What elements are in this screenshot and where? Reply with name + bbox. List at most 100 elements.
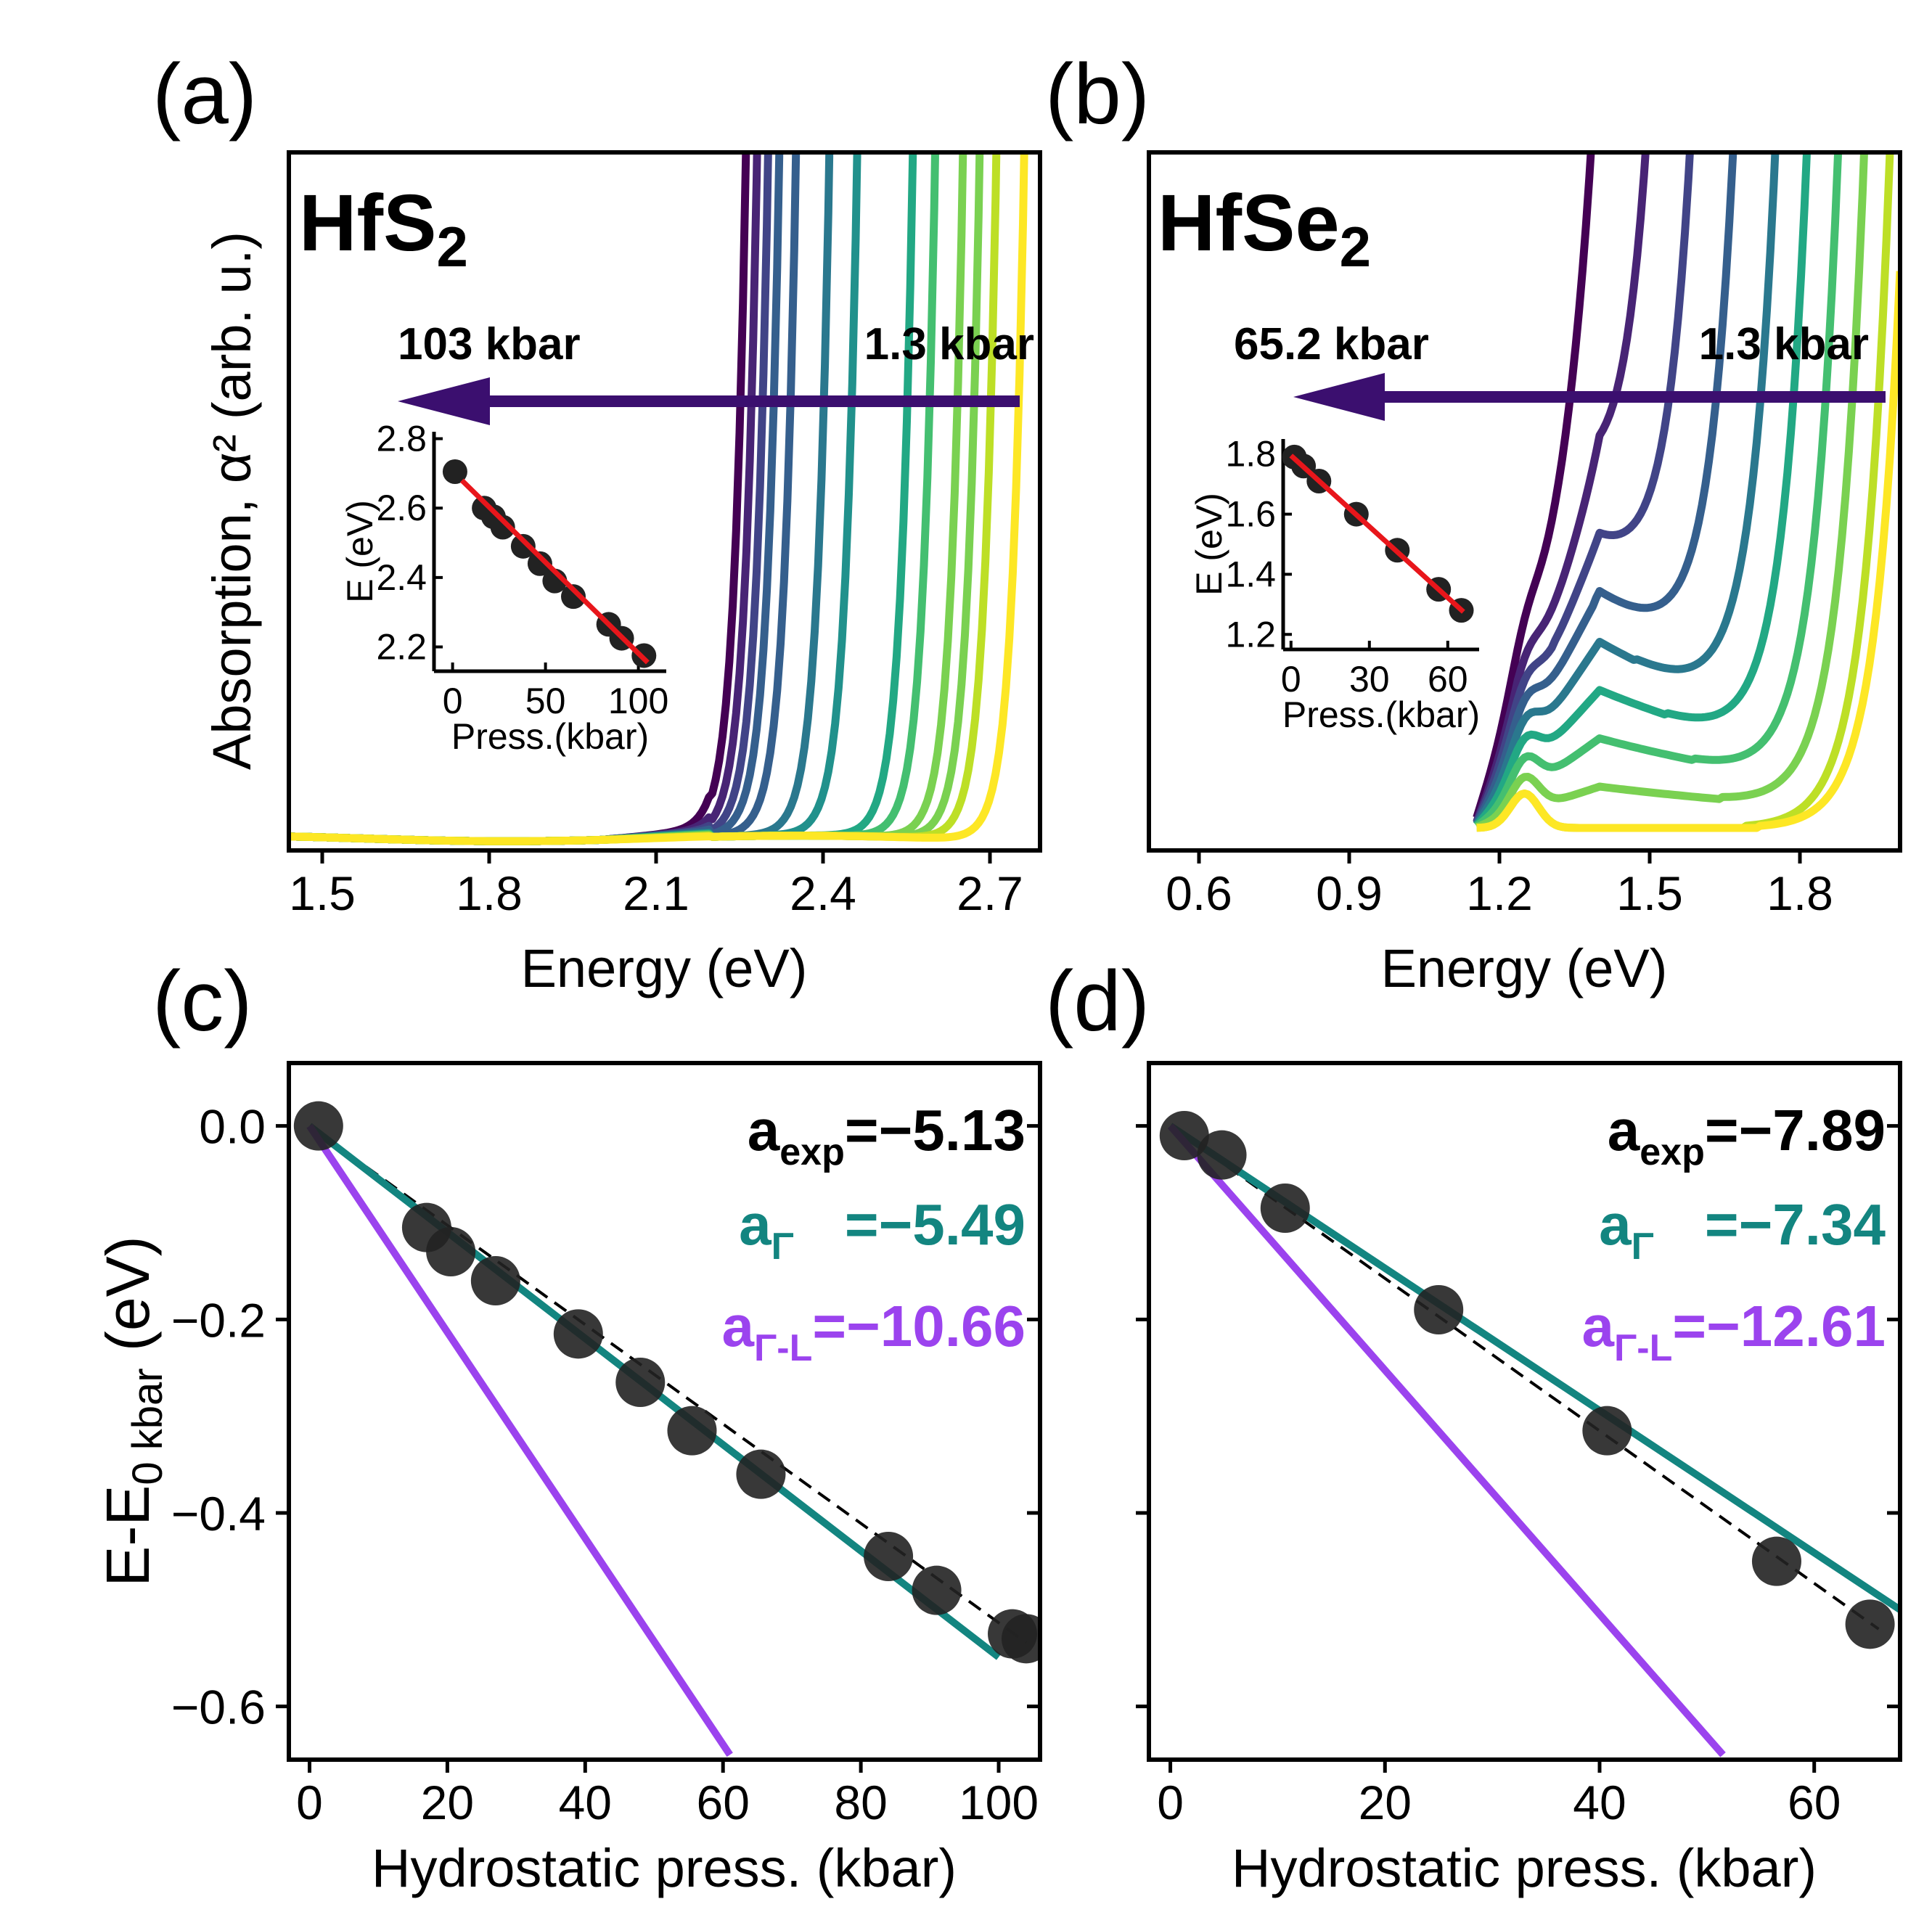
slope-symbol-c: a xyxy=(748,1098,780,1162)
x-tick-label-b: 1.2 xyxy=(1466,866,1533,920)
panel-a: (a) 1.5 1.8 2.1 2.4 2.7 Energy (eV) Absorpti… xyxy=(152,46,1042,998)
panel-label-a: (a) xyxy=(152,46,257,142)
data-point-d xyxy=(1845,1599,1895,1649)
plot-frame-a xyxy=(287,150,1042,853)
material-name-b: HfSe xyxy=(1158,179,1340,268)
inset-fit-line-b xyxy=(1289,454,1465,614)
axis-ticks-d: 0 20 40 60 xyxy=(1136,1124,1900,1829)
x-tick-label-d: 20 xyxy=(1359,1776,1412,1829)
y-axis-label-tail-c: (eV) xyxy=(94,1236,162,1368)
slope-annotation-d: aΓ =−7.34 xyxy=(1599,1192,1886,1268)
data-point-c xyxy=(1002,1614,1040,1664)
x-tick-label-c: 40 xyxy=(559,1776,612,1829)
data-point-c xyxy=(667,1406,717,1456)
inset-y-tick-label-b: 1.8 xyxy=(1225,434,1276,475)
absorption-curve-b xyxy=(1475,271,1900,832)
data-point-c xyxy=(912,1565,962,1615)
x-axis-label-b: Energy (eV) xyxy=(1381,938,1668,998)
x-axis-label-c: Hydrostatic press. (kbar) xyxy=(372,1838,957,1898)
absorption-curve-b xyxy=(1475,152,1868,831)
y-tick-label-c: −0.4 xyxy=(171,1487,266,1541)
arrow-end-label-b: 65.2 kbar xyxy=(1234,319,1429,369)
data-point-c xyxy=(736,1449,786,1499)
slope-subscript-d: Γ xyxy=(1632,1226,1654,1268)
inset-fit-line-a xyxy=(459,478,650,665)
slope-value-d: =−12.61 xyxy=(1672,1294,1886,1358)
inset-y-tick-label-a: 2.8 xyxy=(376,419,427,459)
data-point-d xyxy=(1751,1536,1801,1586)
absorption-curve-b xyxy=(1475,152,1894,832)
slope-value-c: =−10.66 xyxy=(812,1294,1026,1358)
data-point-d xyxy=(1197,1130,1247,1180)
slope-symbol-d: a xyxy=(1599,1192,1632,1257)
pressure-arrowhead-a xyxy=(398,377,490,425)
absorption-curve-b xyxy=(1473,152,1780,827)
absorption-curve-b xyxy=(1473,152,1595,819)
x-axis-ticks-b: 0.6 0.9 1.2 1.5 1.8 xyxy=(1166,850,1833,920)
data-point-d xyxy=(1582,1406,1632,1456)
data-point-c xyxy=(426,1227,476,1276)
absorption-curve-b xyxy=(1473,152,1694,824)
inset-x-label-b: Press.(kbar) xyxy=(1282,694,1480,735)
x-tick-label-a: 2.4 xyxy=(790,866,856,920)
inset-x-label-a: Press.(kbar) xyxy=(451,716,649,757)
y-axis-label-sub-c: 0 kbar xyxy=(124,1368,171,1485)
absorption-curve-b xyxy=(1473,152,1650,824)
absorption-curve-b xyxy=(1473,152,1812,829)
data-point-d xyxy=(1159,1111,1209,1160)
material-label-a: HfS2 xyxy=(299,179,468,279)
x-axis-ticks-a: 1.5 1.8 2.1 2.4 2.7 xyxy=(289,850,1023,920)
y-tick-label-c: −0.6 xyxy=(171,1681,266,1734)
absorption-curve-b xyxy=(1473,152,1737,826)
slope-annotation-c: aΓ-L=−10.66 xyxy=(722,1294,1026,1369)
slope-value-d: =−7.34 xyxy=(1705,1192,1886,1257)
panel-label-c: (c) xyxy=(152,953,253,1049)
slope-subscript-c: exp xyxy=(779,1131,845,1173)
data-point-c xyxy=(293,1101,343,1151)
material-subscript-b: 2 xyxy=(1340,215,1371,279)
y-axis-label-c: E-E0 kbar (eV) xyxy=(94,1236,171,1586)
absorption-curves-a xyxy=(289,152,1028,845)
inset-y-label-b: E (eV) xyxy=(1189,493,1229,596)
inset-data-point-a xyxy=(490,514,515,540)
y-tick-label-c: −0.2 xyxy=(171,1293,266,1347)
arrow-end-label-a: 103 kbar xyxy=(398,319,581,369)
x-tick-label-c: 80 xyxy=(834,1776,887,1829)
x-tick-label-c: 60 xyxy=(697,1776,750,1829)
arrow-start-label-a: 1.3 kbar xyxy=(864,319,1034,369)
data-point-c xyxy=(615,1358,666,1407)
inset-y-label-a: E (eV) xyxy=(340,500,380,603)
inset-data-point-a xyxy=(527,551,552,576)
plot-frame-d xyxy=(1147,1061,1902,1762)
inset-data-point-a xyxy=(442,459,467,484)
slope-annotation-c: aexp=−5.13 xyxy=(748,1098,1026,1173)
inset-y-tick-label-b: 1.2 xyxy=(1225,614,1276,655)
fit-line-d xyxy=(1167,1123,1726,1757)
inset-x-tick-label-a: 0 xyxy=(443,681,463,721)
x-tick-label-a: 1.5 xyxy=(289,866,356,920)
plot-area-d xyxy=(1159,1111,1900,1757)
x-tick-label-c: 20 xyxy=(421,1776,474,1829)
material-label-b: HfSe2 xyxy=(1158,179,1371,279)
panel-d: (d) 0 20 40 60 Hydrostatic press. (kbar) ae… xyxy=(1045,953,1902,1898)
slope-subscript-d: Γ-L xyxy=(1614,1327,1672,1369)
inset-x-tick-label-b: 0 xyxy=(1281,659,1301,700)
slope-symbol-c: a xyxy=(722,1294,755,1358)
x-tick-label-c: 0 xyxy=(296,1776,323,1829)
slope-symbol-d: a xyxy=(1608,1098,1640,1162)
slope-symbol-d: a xyxy=(1582,1294,1615,1358)
slope-symbol-c: a xyxy=(739,1192,771,1257)
slope-subscript-d: exp xyxy=(1640,1131,1705,1173)
y-tick-label-c: 0.0 xyxy=(199,1100,266,1154)
x-tick-label-a: 2.1 xyxy=(623,866,689,920)
slope-value-d: =−7.89 xyxy=(1705,1098,1886,1162)
pressure-arrowhead-b xyxy=(1293,373,1385,421)
slope-value-c: =−5.13 xyxy=(845,1098,1026,1162)
x-tick-label-a: 1.8 xyxy=(456,866,523,920)
x-tick-label-d: 0 xyxy=(1157,1776,1184,1829)
slope-annotation-c: aΓ =−5.49 xyxy=(739,1192,1026,1268)
